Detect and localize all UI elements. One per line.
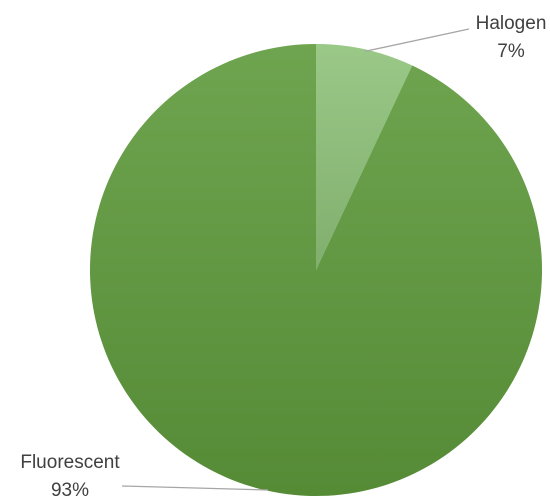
slice-name-label: Halogen [476, 13, 547, 34]
leader-line [364, 28, 470, 53]
slice-percent-label: 93% [51, 480, 89, 499]
pie-slice-shading [316, 44, 413, 270]
slice-name-label: Fluorescent [20, 452, 120, 473]
leader-line [121, 485, 269, 491]
pie-slice-shading [90, 44, 543, 497]
slice-percent-label: 7% [497, 41, 525, 62]
